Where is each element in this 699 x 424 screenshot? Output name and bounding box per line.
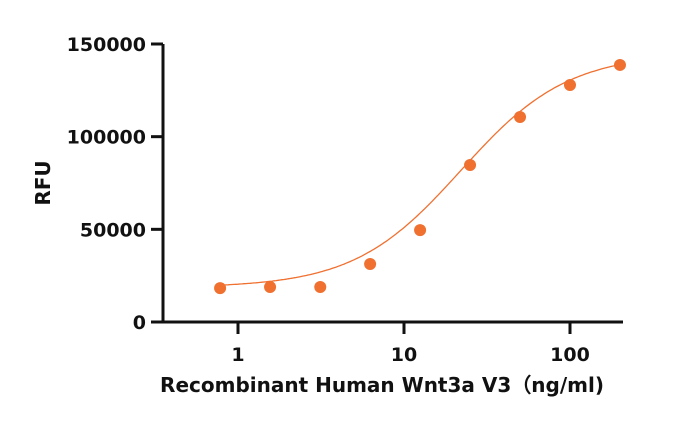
data-point xyxy=(414,224,427,237)
x-tick-label: 100 xyxy=(550,344,590,366)
data-point xyxy=(364,257,377,270)
y-axis-ticks: 0 50000 100000 150000 xyxy=(67,34,163,334)
x-tick-label: 1 xyxy=(231,344,244,366)
plot-area xyxy=(214,58,626,295)
data-point xyxy=(214,282,227,295)
fit-curve xyxy=(220,63,621,286)
data-point xyxy=(564,78,576,91)
x-axis-ticks: 1 10 100 xyxy=(231,322,590,366)
data-point xyxy=(613,58,626,71)
y-tick-label: 50000 xyxy=(80,219,146,241)
x-axis-title: Recombinant Human Wnt3a V3（ng/ml) xyxy=(160,373,604,397)
data-point xyxy=(464,159,477,172)
y-tick-label: 100000 xyxy=(67,127,146,149)
data-point xyxy=(314,280,327,293)
y-tick-label: 150000 xyxy=(67,34,146,56)
y-tick-label: 0 xyxy=(133,312,146,334)
data-point xyxy=(264,280,277,293)
data-point xyxy=(514,111,527,124)
x-tick-label: 10 xyxy=(391,344,417,366)
y-axis-title: RFU xyxy=(31,160,55,205)
